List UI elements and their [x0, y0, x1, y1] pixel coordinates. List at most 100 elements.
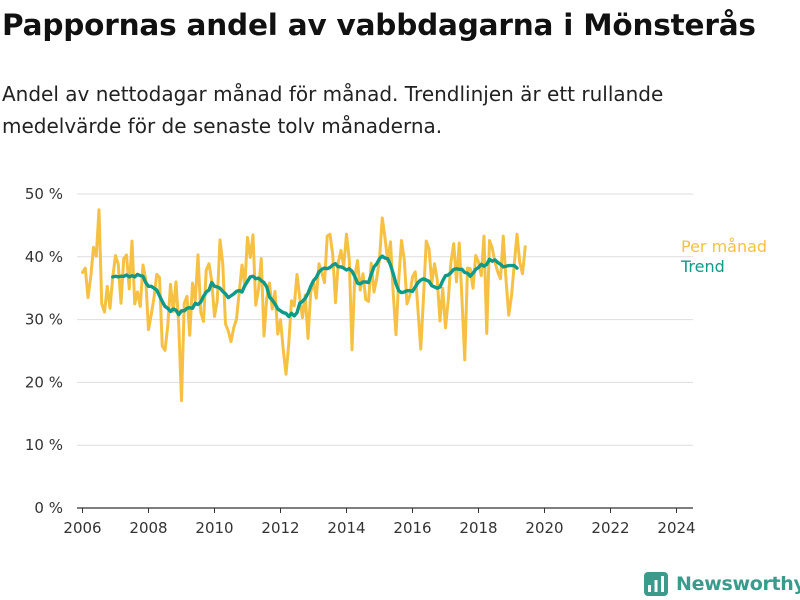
data-point [249, 276, 251, 278]
data-point [466, 272, 469, 274]
data-point [323, 267, 326, 269]
data-point [290, 300, 293, 302]
data-point [260, 280, 262, 282]
data-point [123, 275, 125, 277]
data-point [257, 277, 260, 279]
data-point [422, 297, 425, 299]
data-point [400, 239, 403, 242]
data-point [447, 274, 449, 276]
data-point [139, 275, 141, 277]
data-point [180, 400, 183, 402]
data-point [266, 286, 268, 288]
data-point [365, 281, 367, 283]
chart-title: Pappornas andel av vabbdagarna i Mönster… [2, 8, 756, 42]
x-tick-label: 2024 [657, 519, 695, 537]
data-point [186, 307, 188, 309]
brand-logo: Newsworthy [644, 569, 800, 599]
data-point [453, 268, 455, 270]
data-point [464, 271, 466, 274]
data-point [252, 234, 254, 236]
data-point [488, 239, 491, 242]
data-point [142, 275, 144, 277]
data-point [131, 275, 133, 277]
data-point [513, 264, 515, 267]
data-point [224, 293, 227, 295]
data-point [125, 254, 128, 256]
data-point [128, 288, 130, 290]
data-point [156, 273, 158, 275]
data-point [304, 297, 306, 299]
data-point [263, 281, 265, 284]
data-point [200, 301, 202, 303]
series-lines [81, 208, 527, 403]
data-point [431, 285, 433, 287]
data-point [98, 209, 100, 211]
data-point [480, 275, 482, 277]
x-tick-label: 2008 [129, 519, 167, 537]
series-line-per-manad [81, 208, 527, 403]
data-point [466, 267, 469, 269]
data-point [428, 248, 430, 250]
data-point [373, 291, 375, 293]
data-point [197, 303, 199, 306]
data-point [288, 315, 290, 318]
data-point [510, 264, 513, 267]
data-point [252, 275, 254, 277]
data-point [189, 307, 191, 309]
data-point [296, 312, 298, 314]
data-point [502, 266, 504, 268]
data-point [125, 274, 128, 276]
data-point [395, 334, 397, 336]
data-point [169, 283, 172, 286]
data-point [134, 276, 136, 278]
data-point [205, 291, 207, 293]
data-point [491, 260, 493, 262]
data-point [334, 302, 337, 304]
data-point [312, 280, 315, 282]
data-point [505, 278, 507, 281]
data-point [403, 291, 405, 293]
data-point [450, 271, 452, 274]
data-point [356, 282, 359, 284]
data-point [337, 266, 339, 268]
data-point [420, 279, 422, 281]
data-point [409, 290, 411, 292]
data-point [414, 271, 416, 273]
data-point [381, 217, 383, 219]
data-point [150, 313, 152, 316]
data-point [439, 286, 441, 288]
data-point [486, 332, 488, 335]
x-tick-label: 2018 [459, 519, 497, 537]
data-point [150, 285, 152, 287]
data-point [271, 299, 273, 301]
data-point [191, 307, 194, 309]
data-point [274, 290, 276, 292]
data-point [477, 266, 480, 269]
data-point [384, 237, 386, 239]
data-point [491, 247, 493, 249]
data-point [158, 295, 161, 297]
data-point [167, 325, 169, 327]
data-point [414, 286, 416, 288]
data-point [147, 329, 150, 331]
data-point [246, 280, 249, 282]
data-point [178, 313, 180, 316]
data-point [164, 349, 166, 351]
data-point [301, 317, 304, 319]
data-point [260, 258, 262, 260]
data-point [348, 258, 350, 260]
data-point [337, 261, 339, 264]
data-point [433, 263, 436, 265]
data-point [293, 315, 295, 317]
x-tick-label: 2010 [195, 519, 233, 537]
data-point [213, 315, 216, 318]
data-point [367, 281, 370, 284]
data-point [290, 312, 293, 314]
data-point [373, 266, 375, 268]
data-point [348, 268, 350, 270]
data-point [406, 303, 408, 305]
data-point [257, 288, 260, 291]
data-point [183, 310, 185, 312]
data-point [508, 314, 510, 316]
y-tick-label: 20 % [25, 373, 63, 391]
